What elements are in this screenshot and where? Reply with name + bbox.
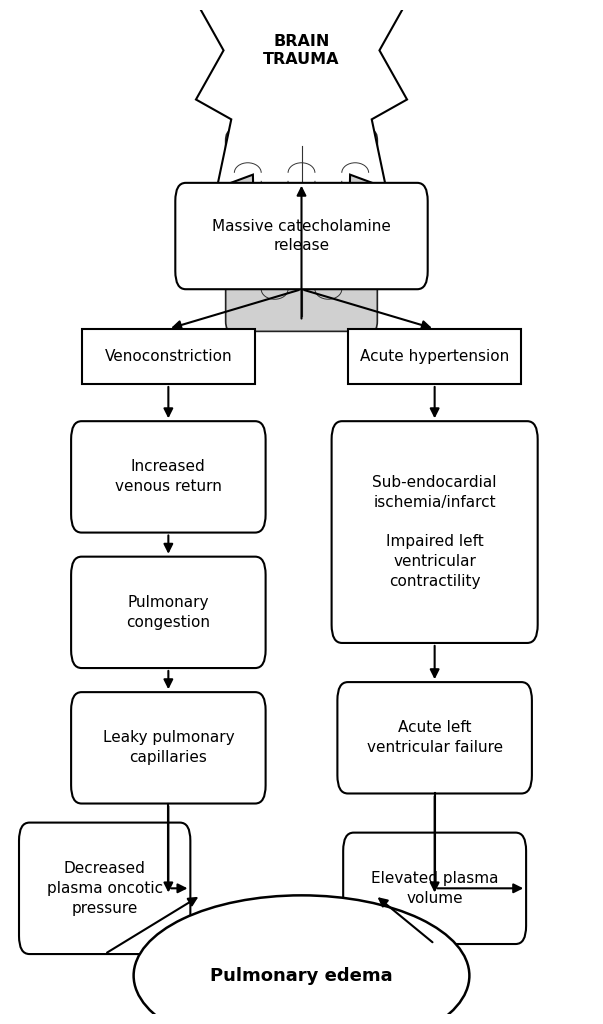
Text: Elevated plasma
volume: Elevated plasma volume	[371, 871, 499, 905]
FancyBboxPatch shape	[338, 682, 532, 794]
Polygon shape	[196, 0, 407, 271]
Text: Massive catecholamine
release: Massive catecholamine release	[212, 219, 391, 253]
Ellipse shape	[134, 895, 469, 1024]
Text: Pulmonary edema: Pulmonary edema	[210, 967, 393, 985]
FancyBboxPatch shape	[343, 833, 526, 944]
Text: Pulmonary
congestion: Pulmonary congestion	[127, 595, 210, 630]
Text: Venoconstriction: Venoconstriction	[104, 349, 232, 364]
Text: Sub-endocardial
ischemia/infarct

Impaired left
ventricular
contractility: Sub-endocardial ischemia/infarct Impaire…	[373, 475, 497, 589]
FancyBboxPatch shape	[332, 421, 538, 643]
FancyBboxPatch shape	[226, 131, 377, 332]
Text: Leaky pulmonary
capillaries: Leaky pulmonary capillaries	[103, 730, 234, 765]
FancyBboxPatch shape	[71, 692, 265, 804]
FancyBboxPatch shape	[348, 329, 522, 384]
FancyBboxPatch shape	[175, 183, 428, 289]
Text: Acute hypertension: Acute hypertension	[360, 349, 510, 364]
Text: Increased
venous return: Increased venous return	[115, 460, 222, 495]
FancyBboxPatch shape	[71, 557, 265, 668]
Text: Decreased
plasma oncotic
pressure: Decreased plasma oncotic pressure	[46, 861, 163, 915]
Text: BRAIN
TRAUMA: BRAIN TRAUMA	[264, 34, 339, 67]
Text: Acute left
ventricular failure: Acute left ventricular failure	[367, 721, 503, 755]
FancyBboxPatch shape	[19, 822, 191, 954]
FancyBboxPatch shape	[81, 329, 255, 384]
FancyBboxPatch shape	[71, 421, 265, 532]
